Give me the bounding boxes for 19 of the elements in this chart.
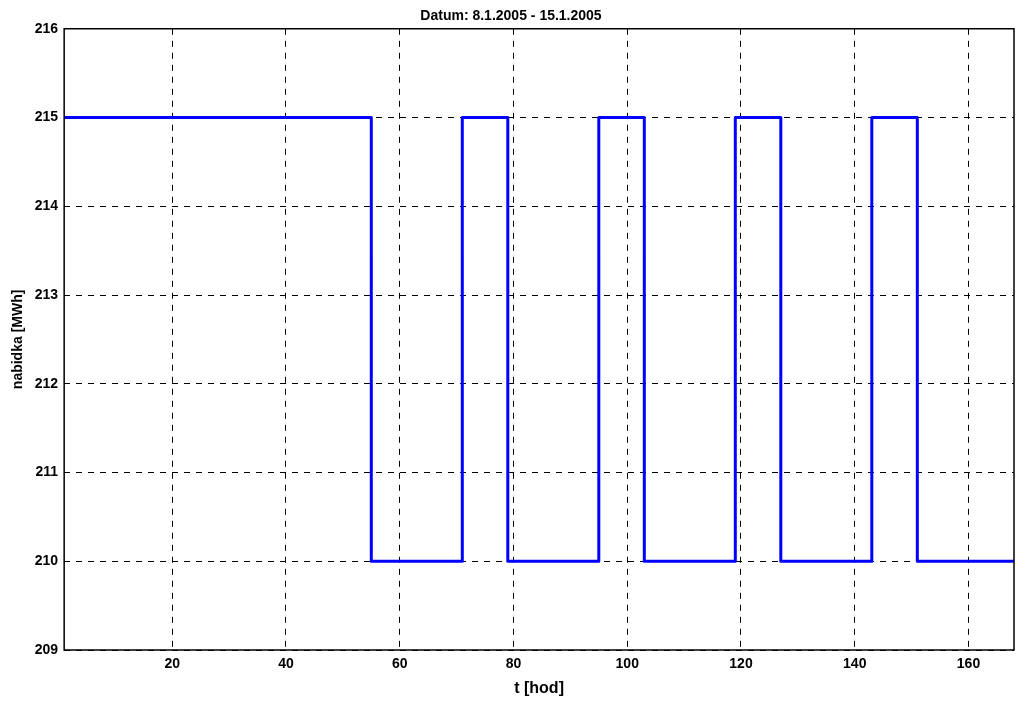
x-tick-label: 120 (729, 655, 753, 672)
y-tick-label: 214 (34, 197, 59, 214)
x-tick-label: 60 (391, 655, 408, 672)
y-tick-label: 213 (34, 285, 59, 302)
x-tick-label: 160 (956, 655, 981, 672)
x-axis-title: t [hod] (514, 678, 564, 696)
y-tick-label: 216 (34, 19, 59, 36)
x-tick-label: 140 (843, 655, 867, 672)
y-axis-title: nabidka [MWh] (9, 289, 26, 390)
x-tick-label: 20 (164, 655, 181, 672)
y-tick-label: 209 (34, 640, 59, 657)
x-tick-label: 40 (278, 655, 294, 672)
y-tick-label: 210 (34, 552, 59, 569)
x-tick-label: 100 (615, 655, 640, 672)
chart-title: Datum: 8.1.2005 - 15.1.2005 (420, 7, 602, 24)
y-tick-label: 212 (34, 374, 59, 391)
y-tick-label: 211 (35, 463, 59, 480)
x-tick-label: 80 (505, 655, 522, 672)
y-tick-label: 215 (34, 108, 59, 125)
